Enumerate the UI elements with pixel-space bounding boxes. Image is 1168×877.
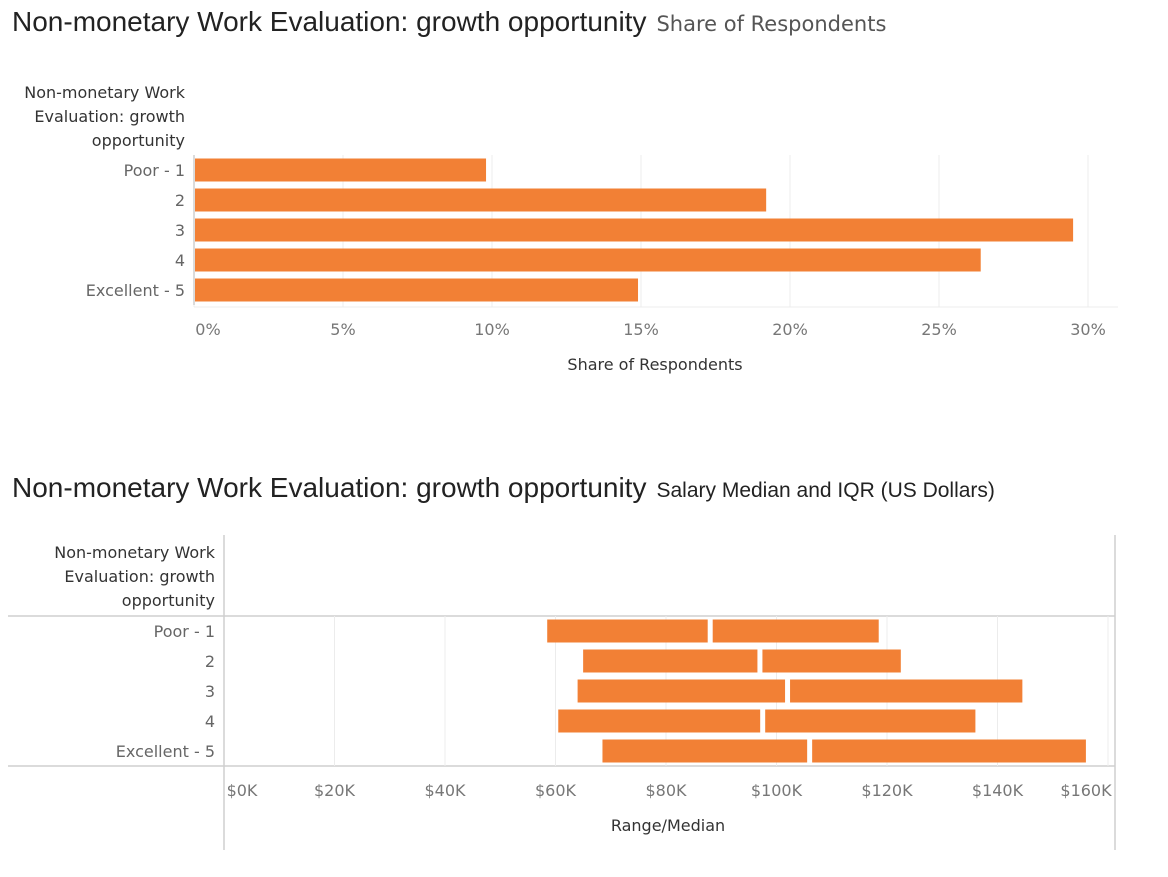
category-label: 3 [205, 682, 215, 701]
chart1-title: Non-monetary Work Evaluation: growth opp… [12, 6, 647, 37]
iqr-lower-bar [602, 739, 808, 763]
x-axis-title: Share of Respondents [567, 355, 742, 374]
dimension-label-line: opportunity [122, 591, 215, 610]
category-label: 4 [205, 712, 215, 731]
x-tick-label: 15% [623, 320, 659, 339]
iqr-upper-bar [762, 649, 901, 673]
share-bar [195, 248, 981, 272]
category-label: 3 [175, 221, 185, 240]
x-axis-title: Range/Median [611, 816, 725, 835]
x-tick-label: $160K [1060, 781, 1112, 800]
iqr-upper-bar [812, 739, 1086, 763]
iqr-lower-bar [577, 679, 786, 703]
dimension-label-line: Evaluation: growth [34, 107, 185, 126]
x-tick-label: $80K [645, 781, 687, 800]
x-tick-label: 20% [772, 320, 808, 339]
chart2-subtitle: Salary Median and IQR (US Dollars) [656, 479, 995, 502]
chart1-title-row: Non-monetary Work Evaluation: growth opp… [12, 6, 886, 38]
x-tick-label: 30% [1070, 320, 1106, 339]
dimension-label-line: Non-monetary Work [54, 543, 215, 562]
share-bar [195, 158, 487, 182]
x-tick-label: $60K [535, 781, 577, 800]
dimension-label-line: Non-monetary Work [24, 83, 185, 102]
iqr-lower-bar [583, 649, 758, 673]
x-tick-label: $120K [861, 781, 913, 800]
share-bar [195, 278, 639, 302]
iqr-lower-bar [558, 709, 761, 733]
dimension-label-line: opportunity [92, 131, 185, 150]
x-tick-label: $100K [751, 781, 803, 800]
share-bar-chart: Non-monetary Work Evaluation: growth oppor… [24, 83, 1118, 374]
category-label: 4 [175, 251, 185, 270]
chart2-title: Non-monetary Work Evaluation: growth opp… [12, 472, 647, 503]
category-label: Excellent - 5 [86, 281, 185, 300]
iqr-upper-bar [790, 679, 1023, 703]
category-label: 2 [175, 191, 185, 210]
iqr-lower-bar [547, 619, 708, 643]
category-label: Poor - 1 [154, 622, 215, 641]
x-tick-label: 0% [195, 320, 220, 339]
share-bar [195, 188, 767, 212]
chart1-subtitle: Share of Respondents [656, 12, 887, 36]
x-tick-label: $20K [314, 781, 356, 800]
x-tick-label: $140K [972, 781, 1024, 800]
iqr-upper-bar [712, 619, 879, 643]
x-tick-label: 25% [921, 320, 957, 339]
category-label: 2 [205, 652, 215, 671]
category-label: Excellent - 5 [116, 742, 215, 761]
share-bar [195, 218, 1074, 242]
x-tick-label: 5% [330, 320, 355, 339]
category-label: Poor - 1 [124, 161, 185, 180]
x-tick-label: 10% [474, 320, 510, 339]
x-tick-label: $40K [424, 781, 466, 800]
x-tick-label: $0K [227, 781, 258, 800]
chart2-title-row: Non-monetary Work Evaluation: growth opp… [12, 472, 995, 504]
salary-range-chart: Non-monetary Work Evaluation: growth oppor… [8, 535, 1116, 850]
dimension-label-line: Evaluation: growth [64, 567, 215, 586]
iqr-upper-bar [765, 709, 976, 733]
